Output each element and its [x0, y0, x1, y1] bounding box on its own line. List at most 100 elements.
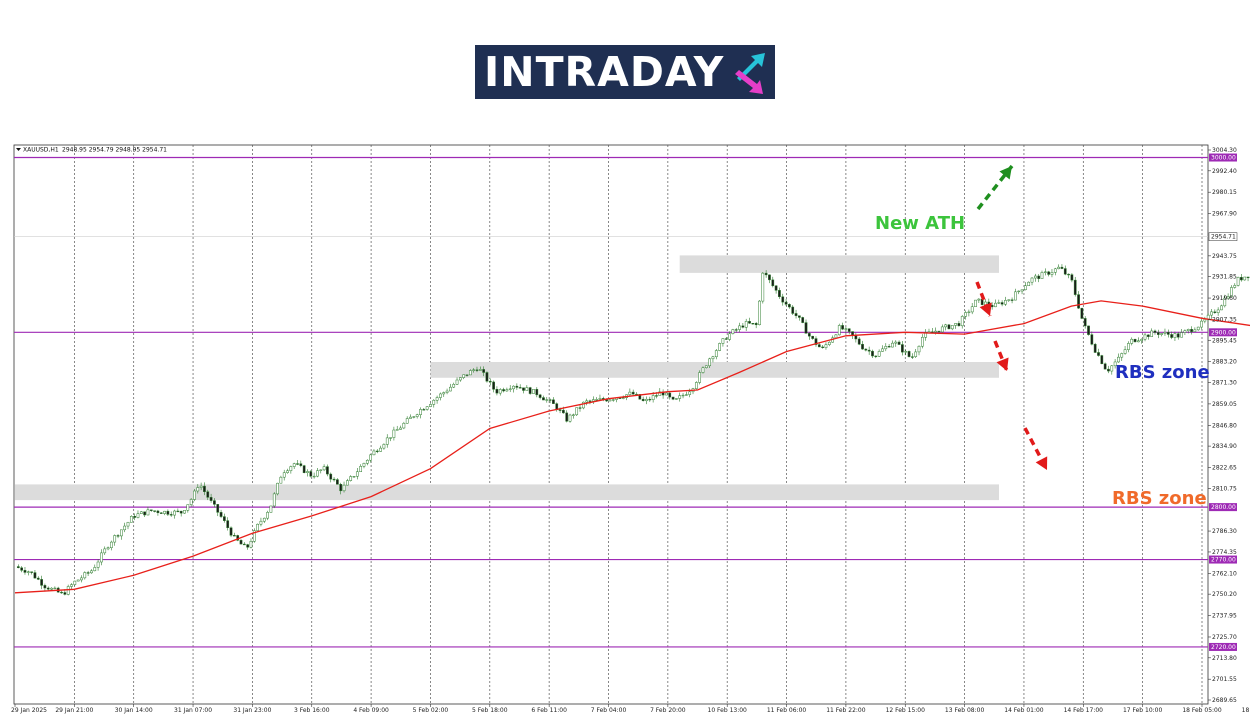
y-tick-label: 2834.90 — [1212, 443, 1237, 450]
candle-body — [1196, 326, 1200, 331]
candle-body — [176, 510, 180, 513]
candle-body — [502, 389, 505, 392]
candle-body — [668, 392, 672, 398]
candle-body — [1156, 332, 1160, 335]
candle-body — [375, 450, 379, 453]
x-tick-label: 14 Feb 01:00 — [1004, 707, 1044, 714]
candle-body — [1080, 307, 1084, 319]
y-tick-label: 2810.75 — [1212, 485, 1237, 492]
candle-body — [861, 343, 864, 350]
candle-body — [891, 342, 894, 348]
rbs-zone-label-upper: RBS zone — [1115, 362, 1210, 383]
candle-body — [382, 444, 386, 449]
candle-body — [166, 510, 170, 515]
candle-body — [881, 348, 884, 352]
symbol-label: XAUUSD,H1 — [23, 147, 59, 154]
candle-body — [1107, 368, 1110, 372]
level-price-label: 2900.00 — [1211, 329, 1236, 336]
level-price-tag — [1209, 328, 1237, 337]
candle-body — [1137, 340, 1140, 343]
candle-body — [658, 391, 662, 396]
candle-body — [964, 312, 967, 317]
candle-body — [33, 572, 37, 579]
bullish-arrow-shaft — [976, 164, 1014, 211]
bearish-arrow-1-head — [979, 302, 992, 316]
candle-body — [352, 475, 356, 478]
candle-body — [817, 344, 821, 348]
candle-body — [648, 398, 652, 401]
candle-body — [1050, 272, 1054, 275]
candle-body — [365, 459, 369, 464]
candle-body — [292, 463, 296, 467]
x-tick-label: 18 Feb 21:00 — [1242, 707, 1250, 714]
candle-body — [1043, 271, 1047, 273]
candle-body — [1020, 289, 1024, 292]
candle-body — [1160, 333, 1163, 335]
level-price-label: 2770.00 — [1211, 557, 1236, 564]
candle-body — [1070, 274, 1074, 281]
scenario-arrows — [975, 164, 1049, 471]
candle-body — [252, 530, 256, 542]
candle-body — [1223, 297, 1227, 307]
candle-body — [794, 313, 798, 316]
candle-body — [116, 535, 120, 537]
new-ath-label: New ATH — [875, 213, 965, 234]
candle-body — [269, 505, 273, 513]
candle-body — [36, 577, 40, 580]
candle-body — [515, 385, 519, 388]
candle-body — [399, 427, 402, 430]
candle-body — [967, 311, 971, 313]
candle-body — [801, 317, 805, 323]
candle-body — [997, 302, 1001, 304]
candle-body — [552, 399, 555, 404]
candle-body — [60, 591, 63, 594]
candle-body — [63, 592, 67, 595]
candle-body — [1140, 338, 1144, 342]
candle-body — [542, 397, 545, 401]
y-tick-label: 2919.60 — [1212, 295, 1237, 302]
x-tick-label: 10 Feb 13:00 — [708, 707, 748, 714]
candle-body — [478, 369, 482, 371]
candle-body — [90, 570, 93, 574]
candle-body — [146, 509, 150, 516]
candle-body — [954, 323, 957, 326]
candle-body — [581, 401, 585, 409]
candle-body — [1083, 318, 1087, 327]
candle-body — [641, 398, 645, 402]
candle-body — [425, 406, 429, 410]
x-tick-label: 17 Feb 10:00 — [1123, 707, 1163, 714]
candle-body — [778, 290, 781, 298]
candle-body — [1004, 300, 1007, 305]
candle-body — [1097, 352, 1100, 356]
candle-body — [139, 511, 143, 514]
candle-body — [332, 478, 336, 481]
candle-body — [1180, 332, 1183, 338]
candle-body — [206, 491, 210, 498]
candle-body — [824, 344, 828, 348]
candle-body — [937, 330, 941, 333]
candle-body — [1103, 363, 1107, 370]
candle-body — [395, 429, 399, 431]
candle-body — [1230, 287, 1233, 297]
candle-body — [864, 348, 868, 351]
x-tick-label: 13 Feb 08:00 — [945, 707, 985, 714]
x-tick-label: 5 Feb 18:00 — [472, 707, 508, 714]
y-axis-ticks: 3004.30 2992.40 2980.15 2967.90 2943.75 2931.… — [1208, 147, 1238, 704]
candle-body — [701, 367, 705, 373]
y-tick-label: 2871.30 — [1212, 379, 1237, 386]
candle-body — [435, 397, 439, 401]
rbs-zone-band — [679, 255, 999, 273]
logo: INTRADAY — [475, 45, 775, 99]
candle-body — [336, 479, 339, 485]
x-tick-label: 5 Feb 02:00 — [413, 707, 449, 714]
candle-body — [758, 300, 761, 326]
candle-body — [199, 485, 203, 488]
candle-body — [1127, 343, 1130, 350]
candle-body — [1183, 330, 1187, 333]
candle-body — [76, 579, 80, 582]
candle-body — [20, 567, 23, 571]
candle-body — [40, 579, 43, 586]
candle-body — [1030, 277, 1034, 283]
candle-body — [485, 372, 489, 382]
trend-arrows-icon — [735, 53, 765, 94]
